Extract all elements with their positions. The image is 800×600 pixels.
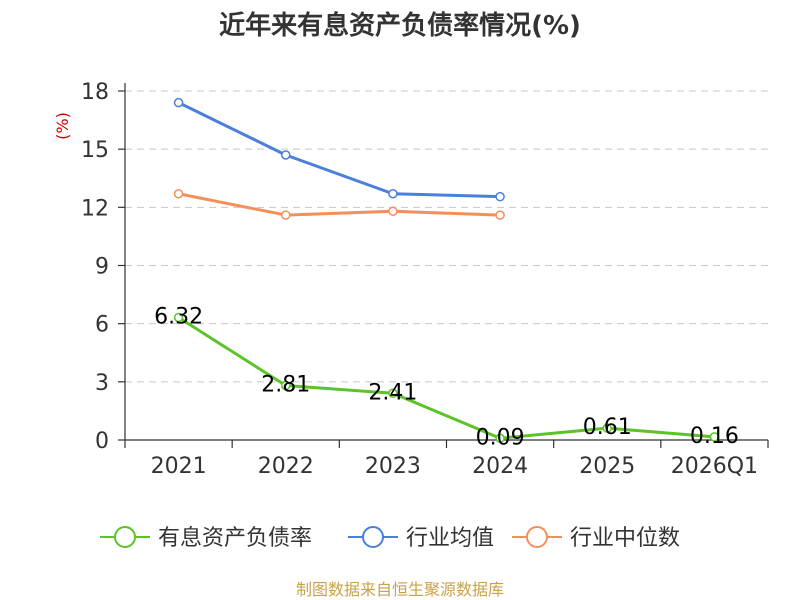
data-point [602,423,612,433]
data-point [495,210,505,220]
y-tick-label: 18 [81,80,109,105]
data-labels: 6.32 2.81 2.41 0.09 0.61 0.16 [154,304,739,450]
data-label: 2.81 [261,373,310,398]
data-point [281,210,291,220]
legend-marker-1 [362,526,384,548]
chart-title: 近年来有息资产负债率情况(%) [219,10,581,41]
legend-marker-2 [526,526,548,548]
source-note: 制图数据来自恒生聚源数据库 [296,580,504,599]
data-label: 0.61 [583,415,632,440]
axes: 0 3 6 9 12 15 18 2021 2022 2023 2024 2025 2026Q1 [81,80,769,479]
x-tick-label: 2021 [151,454,207,479]
y-tick-label: 9 [95,255,109,280]
data-point [173,97,184,108]
series-line-2 [178,192,501,217]
data-point [388,388,398,399]
legend-label-0: 有息资产负债率 [158,526,312,551]
data-label: 2.41 [368,380,417,405]
series-line-0 [177,316,715,440]
gridlines [125,90,768,383]
x-tick-label: 2022 [258,454,314,479]
data-label: 6.32 [154,304,203,329]
legend-label-1: 行业均值 [406,526,494,551]
y-tick-label: 15 [81,138,109,163]
y-tick-label: 12 [81,196,109,221]
x-tick-label: 2023 [365,454,421,479]
data-point [173,312,184,323]
data-point [388,189,398,199]
series-line-1 [177,101,501,199]
y-tick-label: 3 [95,371,109,396]
legend-marker-0 [114,526,136,548]
series-lines [173,97,720,444]
x-tick-label: 2025 [579,454,635,479]
data-point [495,433,505,444]
legend: 有息资产负债率 行业均值 行业中位数 [100,526,680,551]
data-point [495,191,505,202]
x-tick-label: 2026Q1 [671,454,758,479]
y-axis-unit: (%) [53,112,72,140]
legend-label-2: 行业中位数 [570,526,680,551]
data-point [388,206,398,216]
data-label: 0.16 [690,424,739,449]
y-tick-label: 6 [95,313,109,338]
y-tick-label: 0 [95,429,109,454]
data-point [281,150,291,160]
data-point [281,380,291,391]
data-point [709,432,720,442]
data-point [173,189,184,199]
x-tick-label: 2024 [472,454,528,479]
data-label: 0.09 [476,425,525,450]
